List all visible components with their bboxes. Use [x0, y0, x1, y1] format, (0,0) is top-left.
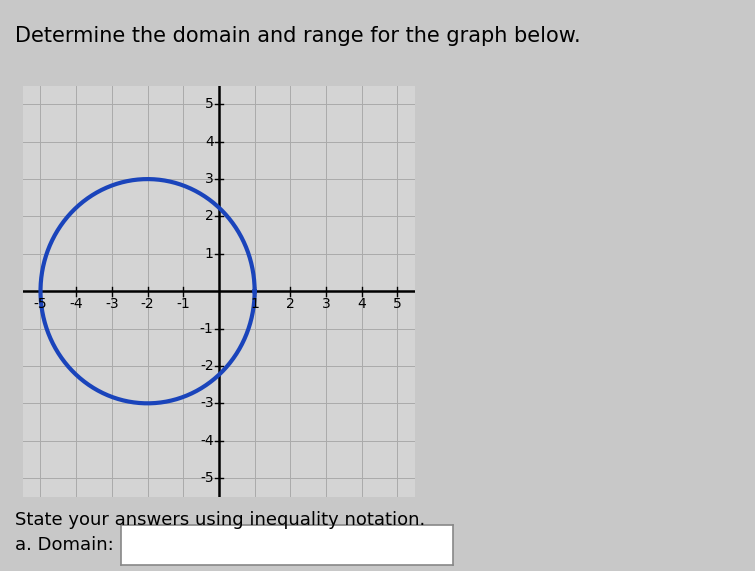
Text: Determine the domain and range for the graph below.: Determine the domain and range for the g… [15, 26, 581, 46]
Text: -5: -5 [200, 471, 214, 485]
Text: 1: 1 [205, 247, 214, 261]
Text: 1: 1 [250, 297, 259, 311]
Text: -4: -4 [69, 297, 83, 311]
Text: -3: -3 [200, 396, 214, 411]
Text: 4: 4 [205, 135, 214, 148]
Text: 2: 2 [286, 297, 294, 311]
Text: -2: -2 [140, 297, 154, 311]
Text: -4: -4 [200, 434, 214, 448]
Text: 4: 4 [357, 297, 366, 311]
Text: 3: 3 [205, 172, 214, 186]
Text: 5: 5 [205, 97, 214, 111]
Text: 3: 3 [322, 297, 331, 311]
Text: 5: 5 [393, 297, 402, 311]
Text: State your answers using inequality notation.: State your answers using inequality nota… [15, 511, 425, 529]
Text: 2: 2 [205, 210, 214, 223]
Text: -1: -1 [177, 297, 190, 311]
Text: -1: -1 [200, 321, 214, 336]
Text: -2: -2 [200, 359, 214, 373]
Text: a. Domain:: a. Domain: [15, 536, 114, 554]
Text: -3: -3 [105, 297, 119, 311]
Text: -5: -5 [34, 297, 48, 311]
